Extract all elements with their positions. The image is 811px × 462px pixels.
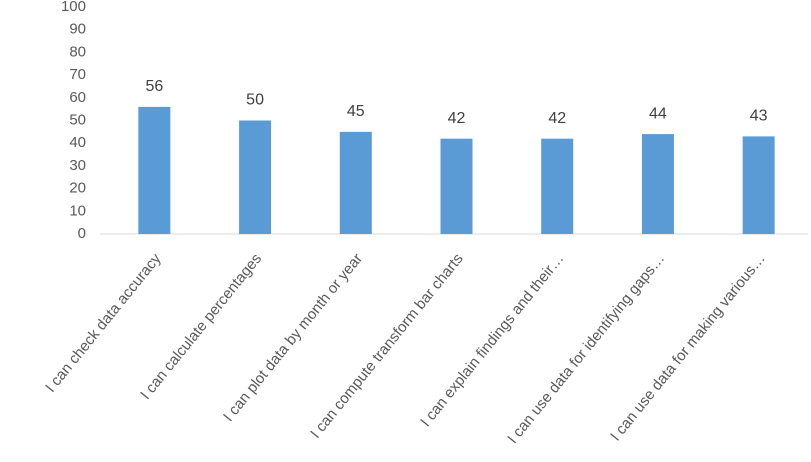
- y-tick-label: 20: [69, 180, 86, 197]
- y-tick-label: 90: [69, 21, 86, 38]
- y-tick-label: 80: [69, 43, 86, 60]
- y-tick-label: 70: [69, 66, 86, 83]
- value-label: 45: [347, 103, 365, 120]
- bar: [239, 120, 272, 234]
- value-label: 44: [649, 105, 667, 122]
- bar: [541, 138, 574, 234]
- bar: [138, 106, 171, 234]
- y-tick-label: 0: [78, 225, 86, 242]
- y-tick-label: 40: [69, 134, 86, 151]
- y-tick-label: 100: [61, 0, 86, 15]
- bar: [641, 134, 674, 234]
- y-tick-label: 60: [69, 89, 86, 106]
- bar: [440, 138, 473, 234]
- bar: [339, 131, 372, 234]
- y-tick-label: 10: [69, 202, 86, 219]
- x-tick-label: I can check data accuracy: [42, 250, 165, 396]
- y-tick-label: 50: [69, 111, 86, 128]
- y-tick-label: 30: [69, 157, 86, 174]
- bar: [742, 136, 775, 234]
- value-label: 50: [246, 92, 264, 109]
- value-label: 56: [145, 78, 163, 95]
- x-tick-label: I can use data for identifying gaps…: [504, 250, 668, 447]
- x-tick-label: I can calculate percentages: [137, 250, 265, 403]
- value-label: 42: [448, 110, 466, 127]
- value-label: 42: [548, 110, 566, 127]
- value-label: 43: [750, 108, 768, 125]
